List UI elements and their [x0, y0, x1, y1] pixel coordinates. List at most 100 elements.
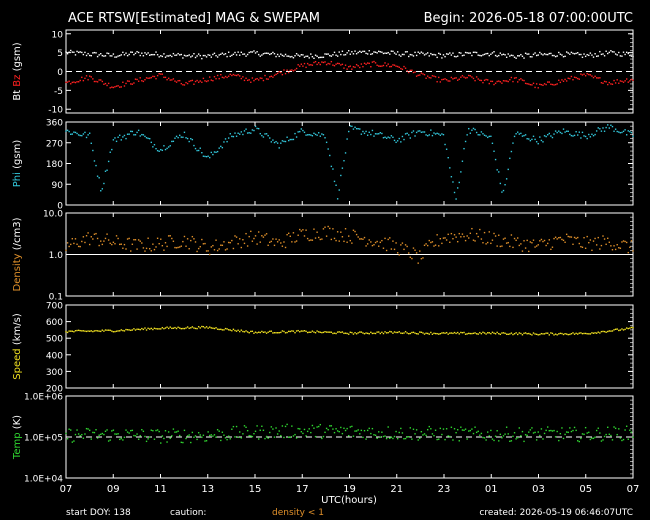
data-point-density	[210, 246, 213, 248]
data-point-speed	[98, 330, 100, 332]
data-point-speed	[297, 329, 299, 332]
data-point-temp	[245, 426, 247, 429]
data-point-speed	[153, 327, 156, 329]
data-point-bt	[499, 52, 502, 54]
data-point-temp	[280, 434, 282, 437]
data-point-phi	[545, 135, 547, 138]
data-point-temp	[504, 433, 506, 435]
data-point-bt	[88, 54, 91, 57]
data-point-phi	[543, 135, 546, 137]
data-point-temp	[273, 436, 276, 438]
data-point-density	[329, 227, 331, 230]
data-point-bz	[235, 74, 238, 77]
data-point-speed	[554, 333, 557, 335]
data-point-bz	[300, 63, 303, 65]
data-point-bz	[216, 74, 219, 77]
data-point-phi	[482, 133, 484, 135]
data-point-speed	[398, 331, 400, 333]
data-point-bz	[357, 65, 359, 67]
data-point-bt	[251, 51, 254, 53]
data-point-phi	[539, 136, 541, 138]
data-point-temp	[370, 432, 372, 435]
data-point-speed	[276, 332, 279, 334]
data-point-temp	[351, 425, 353, 428]
data-point-speed	[295, 330, 298, 332]
data-point-speed	[100, 330, 102, 333]
data-point-density	[357, 236, 359, 238]
y-label-part-density: Density	[12, 253, 23, 291]
data-point-phi	[117, 136, 119, 138]
data-point-density	[363, 236, 366, 239]
y-label-part-temp: (K)	[12, 415, 23, 433]
data-point-temp	[340, 426, 342, 429]
data-point-phi	[180, 136, 182, 138]
data-point-phi	[231, 135, 233, 138]
data-point-bz	[632, 79, 634, 81]
data-point-bz	[321, 61, 323, 63]
data-point-speed	[599, 332, 601, 334]
data-point-phi	[183, 131, 186, 134]
data-point-bz	[262, 79, 265, 82]
data-point-temp	[491, 438, 494, 440]
y-tick-label-temp: 1.0E+04	[24, 475, 63, 485]
data-point-bz	[385, 65, 388, 67]
data-point-temp	[240, 437, 243, 439]
data-point-density	[354, 230, 356, 233]
data-point-speed	[430, 331, 432, 334]
data-point-bt	[630, 55, 633, 57]
data-point-speed	[613, 329, 615, 331]
x-tick-label: 15	[249, 484, 262, 495]
data-point-speed	[256, 332, 258, 334]
data-point-bt	[392, 50, 394, 53]
x-tick-label: 23	[438, 484, 451, 495]
data-point-bt	[449, 52, 451, 54]
created-timestamp: created: 2026-05-19 06:46:07UTC	[479, 508, 633, 518]
data-point-temp	[608, 433, 611, 435]
data-point-phi	[240, 131, 243, 133]
data-point-temp	[251, 435, 254, 438]
data-point-speed	[216, 328, 219, 330]
data-point-phi	[542, 141, 544, 143]
data-point-phi	[259, 132, 261, 135]
data-point-speed	[324, 330, 326, 333]
data-point-bt	[303, 56, 306, 58]
data-point-phi	[572, 135, 574, 137]
data-point-speed	[591, 332, 593, 334]
data-point-bz	[130, 83, 132, 85]
data-point-speed	[166, 326, 168, 328]
data-point-temp	[70, 429, 72, 431]
data-point-phi	[294, 132, 296, 135]
data-point-density	[351, 242, 353, 244]
data-point-bz	[210, 79, 213, 81]
data-point-speed	[517, 333, 519, 336]
data-point-density	[496, 245, 498, 247]
data-point-bt	[403, 53, 405, 56]
data-point-bt	[488, 54, 490, 57]
x-tick-label: 11	[154, 484, 167, 495]
data-point-bz	[401, 68, 404, 71]
data-point-speed	[191, 326, 194, 328]
data-point-bt	[256, 51, 258, 53]
data-point-bz	[539, 83, 541, 86]
data-point-temp	[248, 434, 250, 437]
data-point-speed	[204, 327, 206, 329]
data-point-phi	[523, 134, 525, 137]
data-point-bz	[411, 69, 413, 71]
data-point-phi	[395, 141, 397, 144]
data-point-bt	[439, 53, 442, 55]
data-point-temp	[118, 438, 121, 441]
data-point-bz	[101, 80, 104, 83]
data-point-bz	[556, 83, 558, 85]
data-point-bt	[269, 53, 271, 56]
data-point-phi	[537, 142, 539, 145]
data-point-bz	[588, 73, 590, 76]
data-point-speed	[246, 331, 249, 333]
data-point-bz	[338, 62, 340, 65]
data-point-density	[231, 239, 233, 242]
data-point-temp	[447, 435, 449, 437]
data-point-speed	[630, 326, 633, 329]
data-point-density	[257, 231, 260, 233]
data-point-phi	[107, 160, 110, 163]
data-point-bt	[433, 53, 435, 56]
data-point-speed	[196, 327, 198, 330]
